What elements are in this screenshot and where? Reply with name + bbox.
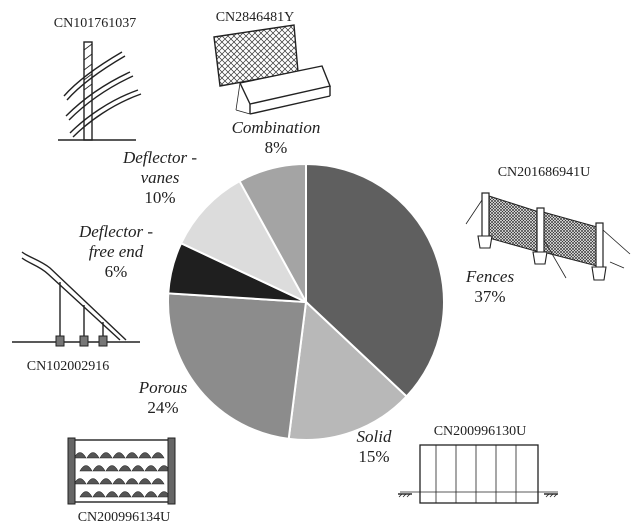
pore (79, 465, 93, 472)
pore (92, 465, 106, 472)
pore (105, 491, 119, 498)
pie-slice-combination (238, 162, 307, 303)
fence-panel-2 (542, 211, 598, 267)
illustration-fence-panels: CN201686941U (465, 165, 631, 281)
illustration-free-end-deflector: CN102002916 (12, 251, 140, 374)
vane-1 (63, 51, 123, 97)
pore (138, 452, 152, 459)
pie-slice-deflector-vanes (179, 179, 309, 305)
pore (86, 452, 100, 459)
pore (86, 478, 100, 485)
illustration-solid-wall: CN200996130U (398, 424, 558, 504)
slice-value-label: 10% (144, 188, 175, 207)
pore (131, 465, 145, 472)
vane-3 (69, 89, 139, 134)
pore (144, 465, 158, 472)
pie-slice-porous (167, 292, 308, 441)
illustration-porous-block: CN200996134U (67, 437, 176, 525)
pore (112, 478, 126, 485)
slice-label: Solid (357, 427, 392, 446)
pore (105, 465, 119, 472)
pie-chart (167, 162, 445, 441)
slice-label: Deflector -free end (78, 222, 153, 261)
pore (131, 491, 145, 498)
pore (112, 452, 126, 459)
pore (144, 491, 158, 498)
patent-label-3: CN201686941U (498, 165, 591, 180)
pore (118, 491, 132, 498)
pore (92, 491, 106, 498)
pore (138, 478, 152, 485)
pore (99, 478, 113, 485)
vane-2 (65, 71, 131, 117)
patent-label-1: CN101761037 (54, 16, 136, 31)
pore (125, 452, 139, 459)
pore (151, 478, 165, 485)
pore (125, 478, 139, 485)
fence-panel-1 (488, 195, 540, 253)
slice-label: Combination (232, 118, 321, 137)
slice-value-label: 37% (474, 287, 505, 306)
slice-value-label: 8% (265, 138, 288, 157)
solid-panels (419, 444, 539, 504)
slice-value-label: 15% (358, 447, 389, 466)
pie-slice-solid (287, 299, 409, 441)
slice-label: Porous (138, 378, 188, 397)
slice-value-label: 24% (147, 398, 178, 417)
porous-holes (73, 452, 171, 498)
patent-label-6: CN200996134U (78, 510, 171, 525)
deflector-plate (21, 251, 127, 341)
patent-label-4: CN102002916 (27, 359, 109, 374)
slice-label: Deflector -vanes (122, 148, 197, 187)
pore (151, 452, 165, 459)
slice-value-label: 6% (105, 262, 128, 281)
pore (79, 491, 93, 498)
illustration-vane-deflector: CN101761037 (54, 16, 142, 141)
patent-label-2: CN2846481Y (216, 10, 295, 25)
patent-label-5: CN200996130U (434, 424, 527, 439)
illustration-mesh-on-base: CN2846481Y (213, 10, 331, 115)
slice-label: Fences (465, 267, 515, 286)
pore (118, 465, 132, 472)
pore (99, 452, 113, 459)
pie-slice-fences (305, 162, 445, 398)
